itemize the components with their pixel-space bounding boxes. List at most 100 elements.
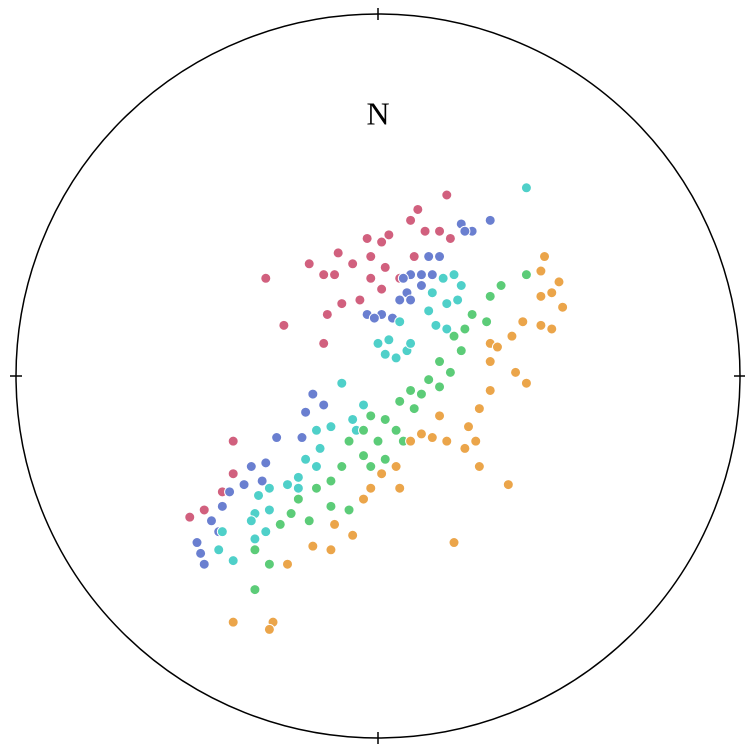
- pole-point: [463, 421, 474, 433]
- pole-point: [282, 558, 293, 570]
- pole-point: [390, 352, 402, 364]
- pole-point: [455, 345, 467, 357]
- pole-point: [372, 337, 384, 349]
- pole-point: [263, 623, 275, 635]
- pole-point: [227, 468, 239, 480]
- pole-point: [546, 287, 558, 299]
- pole-point: [415, 269, 427, 281]
- pole-point: [336, 377, 348, 389]
- pole-point: [557, 301, 569, 313]
- pole-point: [390, 424, 402, 436]
- north-label: N: [366, 95, 389, 131]
- pole-point: [415, 428, 427, 440]
- pole-point: [397, 272, 409, 284]
- pole-point: [394, 316, 406, 328]
- pole-point: [379, 348, 391, 360]
- pole-point: [314, 442, 326, 454]
- pole-point: [263, 482, 275, 494]
- pole-point: [310, 424, 322, 436]
- pole-point: [347, 529, 359, 541]
- pole-point: [405, 214, 417, 226]
- pole-point: [303, 515, 315, 527]
- pole-point: [459, 442, 471, 454]
- pole-point: [365, 272, 377, 284]
- pole-point: [321, 308, 333, 320]
- pole-point: [502, 479, 514, 491]
- pole-point: [444, 366, 456, 378]
- pole-point: [310, 461, 322, 472]
- pole-point: [379, 261, 391, 273]
- pole-point: [227, 435, 239, 447]
- pole-point: [184, 511, 196, 523]
- pole-point: [434, 251, 446, 263]
- pole-point: [434, 410, 446, 422]
- pole-point: [347, 258, 359, 270]
- pole-point: [434, 225, 446, 237]
- pole-point: [539, 251, 551, 263]
- pole-point: [379, 453, 391, 465]
- pole-point: [336, 298, 348, 310]
- pole-point: [376, 283, 388, 295]
- pole-point: [394, 395, 406, 407]
- pole-point: [405, 435, 417, 447]
- pole-point: [195, 547, 207, 559]
- pole-point: [520, 377, 532, 389]
- pole-point: [216, 500, 228, 512]
- pole-point: [318, 337, 330, 349]
- pole-point: [332, 247, 344, 259]
- pole-point: [441, 189, 453, 201]
- pole-point: [292, 471, 304, 483]
- pole-point: [245, 515, 257, 527]
- pole-point: [520, 182, 532, 194]
- pole-point: [198, 558, 210, 570]
- pole-point: [216, 526, 228, 538]
- pole-point: [358, 424, 370, 436]
- pole-point: [292, 493, 304, 505]
- pole-point: [368, 312, 380, 324]
- pole-point: [343, 504, 355, 516]
- pole-point: [343, 435, 355, 447]
- pole-point: [249, 533, 261, 545]
- pole-point: [448, 537, 460, 549]
- pole-point: [329, 518, 341, 530]
- pole-point: [390, 461, 402, 472]
- pole-point: [365, 482, 377, 494]
- pole-point: [506, 330, 518, 342]
- pole-point: [205, 515, 217, 527]
- pole-point: [441, 435, 453, 447]
- pole-point: [253, 489, 265, 501]
- pole-point: [329, 269, 341, 281]
- pole-point: [459, 323, 471, 335]
- pole-point: [303, 258, 315, 270]
- pole-point: [426, 287, 438, 299]
- pole-point: [376, 468, 388, 480]
- pole-point: [278, 319, 290, 331]
- pole-point: [448, 330, 460, 342]
- pole-point: [260, 526, 272, 538]
- pole-point: [325, 500, 337, 512]
- pole-point: [437, 272, 449, 284]
- pole-point: [238, 479, 250, 491]
- pole-point: [444, 232, 456, 244]
- pole-point: [426, 432, 438, 444]
- pole-point: [473, 403, 485, 415]
- pole-point: [310, 482, 322, 494]
- pole-point: [372, 435, 384, 447]
- pole-point: [263, 558, 275, 570]
- pole-point: [263, 504, 275, 516]
- pole-point: [430, 319, 442, 331]
- pole-point: [249, 584, 261, 596]
- pole-point: [412, 203, 424, 215]
- pole-point: [256, 475, 268, 487]
- pole-point: [282, 479, 293, 491]
- pole-point: [405, 384, 417, 396]
- pole-point: [466, 308, 478, 320]
- pole-point: [459, 225, 471, 237]
- pole-point: [470, 435, 482, 447]
- pole-point: [224, 486, 236, 498]
- pole-point: [441, 323, 453, 335]
- pole-point: [325, 421, 337, 433]
- pole-point: [434, 356, 446, 368]
- pole-point: [473, 461, 485, 472]
